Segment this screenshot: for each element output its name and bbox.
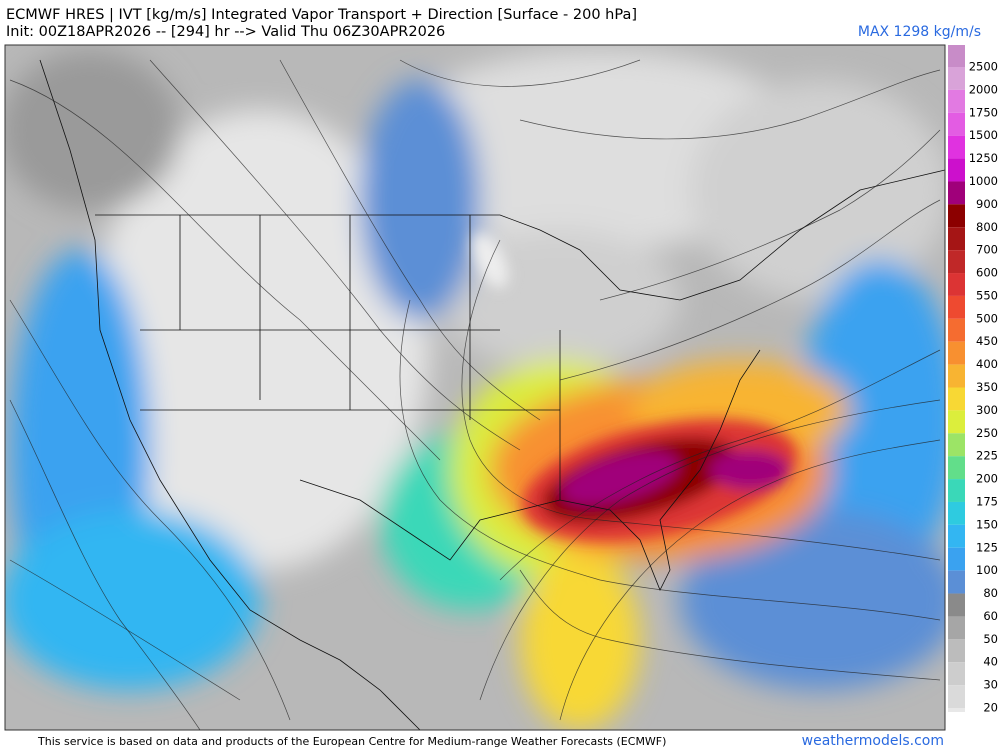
colorbar-swatch [948,410,965,434]
colorbar-label: 1750 [969,105,998,119]
colorbar-swatch [948,708,965,712]
colorbar-swatch [948,616,965,640]
colorbar-swatch [948,479,965,502]
colorbar-label: 100 [976,563,998,577]
colorbar-label: 300 [976,403,998,417]
colorbar-label: 900 [976,197,998,211]
colorbar-label: 50 [983,632,998,646]
colorbar-label: 150 [976,517,998,531]
colorbar-swatch [948,662,965,686]
colorbar-label: 60 [983,609,998,623]
colorbar-swatch [948,250,965,274]
credit: This service is based on data and produc… [37,735,666,748]
colorbar-swatch [948,112,965,136]
colorbar-label: 20 [983,701,998,715]
colorbar-swatch [948,524,965,548]
colorbar-swatch [948,341,965,365]
colorbar-swatch [948,67,965,90]
colorbar-swatch [948,433,965,457]
colorbar-swatch [948,89,965,113]
colorbar-label: 1000 [969,174,998,188]
colorbar-label: 800 [976,220,998,234]
colorbar-swatch [948,639,965,663]
colorbar-swatch [948,318,965,342]
colorbar-label: 550 [976,288,998,302]
colorbar-label: 30 [983,678,998,692]
subtitle: Init: 00Z18APR2026 -- [294] hr --> Valid… [6,24,445,40]
colorbar-label: 225 [976,449,998,463]
colorbar-label: 1250 [969,151,998,165]
colorbar-swatch [948,295,965,319]
colorbar-label: 250 [976,426,998,440]
colorbar-label: 40 [983,655,998,669]
colorbar-swatch [948,364,965,388]
colorbar-swatch [948,593,965,617]
colorbar-label: 200 [976,472,998,486]
colorbar-label: 1500 [969,128,998,142]
colorbar-swatch [948,501,965,525]
colorbar-top [948,45,965,67]
colorbar: 2500 2000 1750 1500 1250 1000 900 800 700 600 550 5… [948,45,998,715]
map [5,45,945,730]
colorbar-label: 600 [976,266,998,280]
colorbar-swatch [948,135,965,159]
colorbar-swatch [948,227,965,251]
colorbar-label: 400 [976,357,998,371]
colorbar-label: 350 [976,380,998,394]
colorbar-swatch [948,273,965,296]
colorbar-swatch [948,547,965,571]
colorbar-swatch [948,456,965,480]
colorbar-swatch [948,685,965,708]
streamlines [9,59,941,730]
title: ECMWF HRES | IVT [kg/m/s] Integrated Vap… [6,7,637,23]
colorbar-swatch [948,570,965,594]
colorbar-swatch [948,181,965,205]
colorbar-label: 125 [976,540,998,554]
colorbar-label: 2500 [969,60,998,74]
colorbar-label: 450 [976,334,998,348]
max-label: MAX 1298 kg/m/s [858,24,981,40]
site-link[interactable]: weathermodels.com [802,733,944,749]
colorbar-swatch [948,387,965,411]
colorbar-label: 80 [983,586,998,600]
colorbar-label: 175 [976,494,998,508]
colorbar-label: 2000 [969,82,998,96]
colorbar-swatch [948,158,965,182]
colorbar-swatch [948,204,965,228]
colorbar-label: 700 [976,243,998,257]
colorbar-label: 500 [976,311,998,325]
